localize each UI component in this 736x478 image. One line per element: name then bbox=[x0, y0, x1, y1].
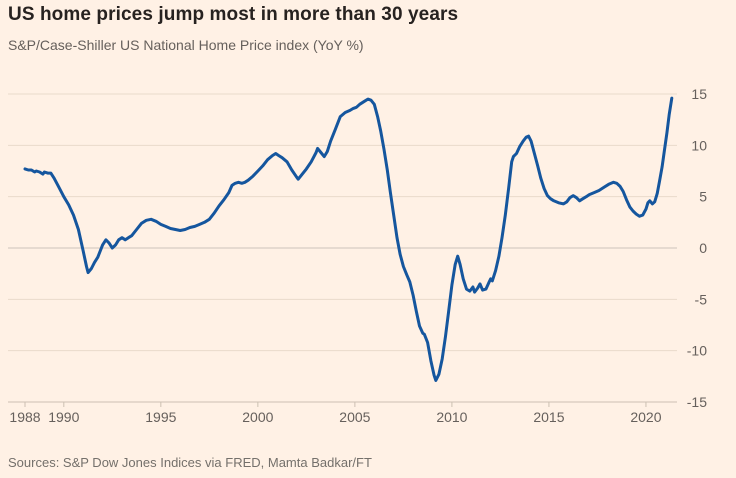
chart-subtitle: S&P/Case-Shiller US National Home Price … bbox=[8, 37, 364, 53]
x-tick-label: 2010 bbox=[436, 409, 467, 425]
gridlines bbox=[8, 93, 677, 403]
x-tick-label: 1990 bbox=[48, 409, 79, 425]
y-tick-label: -15 bbox=[687, 394, 707, 410]
y-tick-label: 15 bbox=[691, 86, 707, 102]
y-tick-label: -5 bbox=[695, 291, 708, 307]
x-tick-label: 1995 bbox=[145, 409, 176, 425]
x-axis: 1988 1990 1995 2000 2005 2010 2015 2020 bbox=[9, 402, 662, 425]
y-tick-label: 5 bbox=[699, 189, 707, 205]
series-line bbox=[23, 96, 674, 382]
y-tick-label: -10 bbox=[687, 343, 707, 359]
x-tick-label: 2000 bbox=[242, 409, 273, 425]
x-tick-label: 1988 bbox=[9, 409, 40, 425]
y-axis-labels: 15 10 5 0 -5 -10 -15 bbox=[687, 86, 707, 410]
y-tick-label: 0 bbox=[699, 240, 707, 256]
source-note: Sources: S&P Dow Jones Indices via FRED,… bbox=[8, 455, 372, 470]
chart-title: US home prices jump most in more than 30… bbox=[8, 4, 459, 25]
x-tick-label: 2015 bbox=[533, 409, 564, 425]
x-tick-label: 2020 bbox=[630, 409, 661, 425]
y-tick-label: 10 bbox=[691, 137, 707, 153]
x-tick-label: 2005 bbox=[339, 409, 370, 425]
